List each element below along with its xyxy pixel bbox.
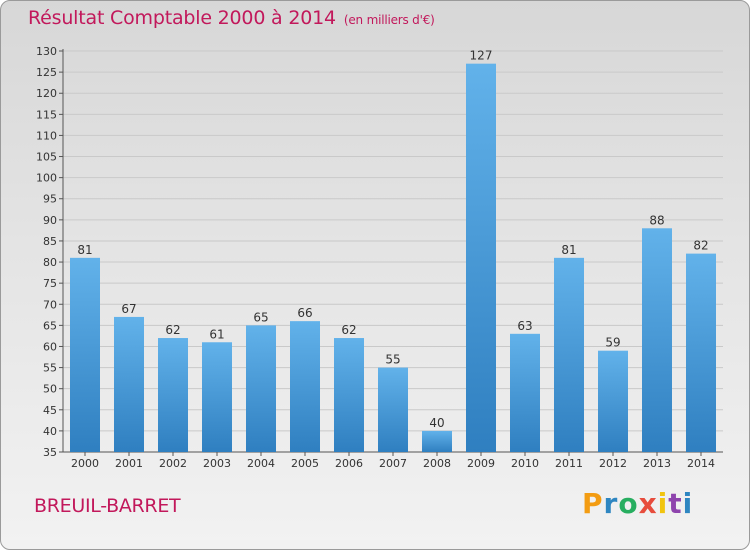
y-tick-label: 50: [43, 383, 57, 396]
logo-letter: o: [618, 487, 639, 520]
logo-letter: t: [668, 487, 683, 520]
x-tick-label: 2005: [291, 457, 319, 470]
bar: [686, 253, 716, 452]
logo-letter: r: [603, 487, 619, 520]
bar: [554, 257, 584, 452]
x-tick-label: 2004: [247, 457, 275, 470]
x-tick-label: 2000: [71, 457, 99, 470]
bar: [378, 367, 408, 452]
x-tick-label: 2014: [687, 457, 715, 470]
bar-value-label: 61: [209, 327, 224, 341]
bar-value-label: 65: [253, 310, 268, 324]
bar: [334, 338, 364, 452]
title-text: Résultat Comptable 2000 à 2014: [28, 7, 336, 29]
bar-value-label: 81: [561, 243, 576, 257]
x-tick-label: 2013: [643, 457, 671, 470]
bar: [290, 321, 320, 452]
city-name: BREUIL-BARRET: [34, 495, 181, 517]
unit-label: (en milliers d'€): [343, 13, 435, 27]
y-tick-label: 65: [43, 319, 57, 332]
bar-value-label: 88: [649, 213, 664, 227]
y-tick-label: 110: [36, 129, 57, 142]
y-tick-label: 60: [43, 340, 57, 353]
logo-letter: x: [638, 487, 658, 520]
bar-value-label: 40: [429, 416, 444, 430]
y-tick-label: 130: [36, 45, 57, 58]
y-tick-label: 120: [36, 87, 57, 100]
x-tick-label: 2009: [467, 457, 495, 470]
y-tick-label: 115: [36, 108, 57, 121]
bar: [114, 316, 144, 452]
x-tick-label: 2006: [335, 457, 363, 470]
x-tick-label: 2008: [423, 457, 451, 470]
bar: [70, 257, 100, 452]
x-tick-label: 2011: [555, 457, 583, 470]
x-tick-label: 2003: [203, 457, 231, 470]
y-tick-label: 45: [43, 404, 57, 417]
x-tick-label: 2007: [379, 457, 407, 470]
x-tick-label: 2012: [599, 457, 627, 470]
bar-value-label: 81: [77, 243, 92, 257]
bar: [598, 350, 628, 452]
bar: [246, 325, 276, 452]
x-tick-label: 2001: [115, 457, 143, 470]
bar-value-label: 62: [165, 323, 180, 337]
x-tick-label: 2002: [159, 457, 187, 470]
bar: [510, 333, 540, 452]
bar-value-label: 66: [297, 306, 312, 320]
y-tick-label: 105: [36, 151, 57, 164]
bar-value-label: 67: [121, 302, 136, 316]
logo-letter: i: [682, 487, 694, 520]
bar: [158, 338, 188, 452]
y-tick-label: 55: [43, 362, 57, 375]
proxiti-logo: Proxiti: [582, 487, 693, 520]
bar-value-label: 55: [385, 353, 400, 367]
bar-value-label: 62: [341, 323, 356, 337]
bar: [466, 63, 496, 453]
y-tick-label: 80: [43, 256, 57, 269]
bar-value-label: 63: [517, 319, 532, 333]
bar: [202, 342, 232, 452]
bar: [642, 228, 672, 452]
logo-letter: i: [657, 487, 669, 520]
y-tick-label: 85: [43, 235, 57, 248]
y-tick-label: 90: [43, 214, 57, 227]
x-tick-label: 2010: [511, 457, 539, 470]
y-tick-label: 100: [36, 172, 57, 185]
bar-value-label: 59: [605, 336, 620, 350]
y-tick-label: 40: [43, 425, 57, 438]
logo-letter: P: [582, 487, 604, 520]
y-tick-label: 125: [36, 66, 57, 79]
bar: [422, 430, 452, 452]
chart-title: Résultat Comptable 2000 à 2014 (en millie…: [28, 7, 435, 29]
y-tick-label: 75: [43, 277, 57, 290]
bar-value-label: 127: [470, 49, 493, 63]
y-tick-label: 95: [43, 193, 57, 206]
bar-value-label: 82: [693, 239, 708, 253]
y-tick-label: 35: [43, 446, 57, 459]
y-tick-label: 70: [43, 298, 57, 311]
